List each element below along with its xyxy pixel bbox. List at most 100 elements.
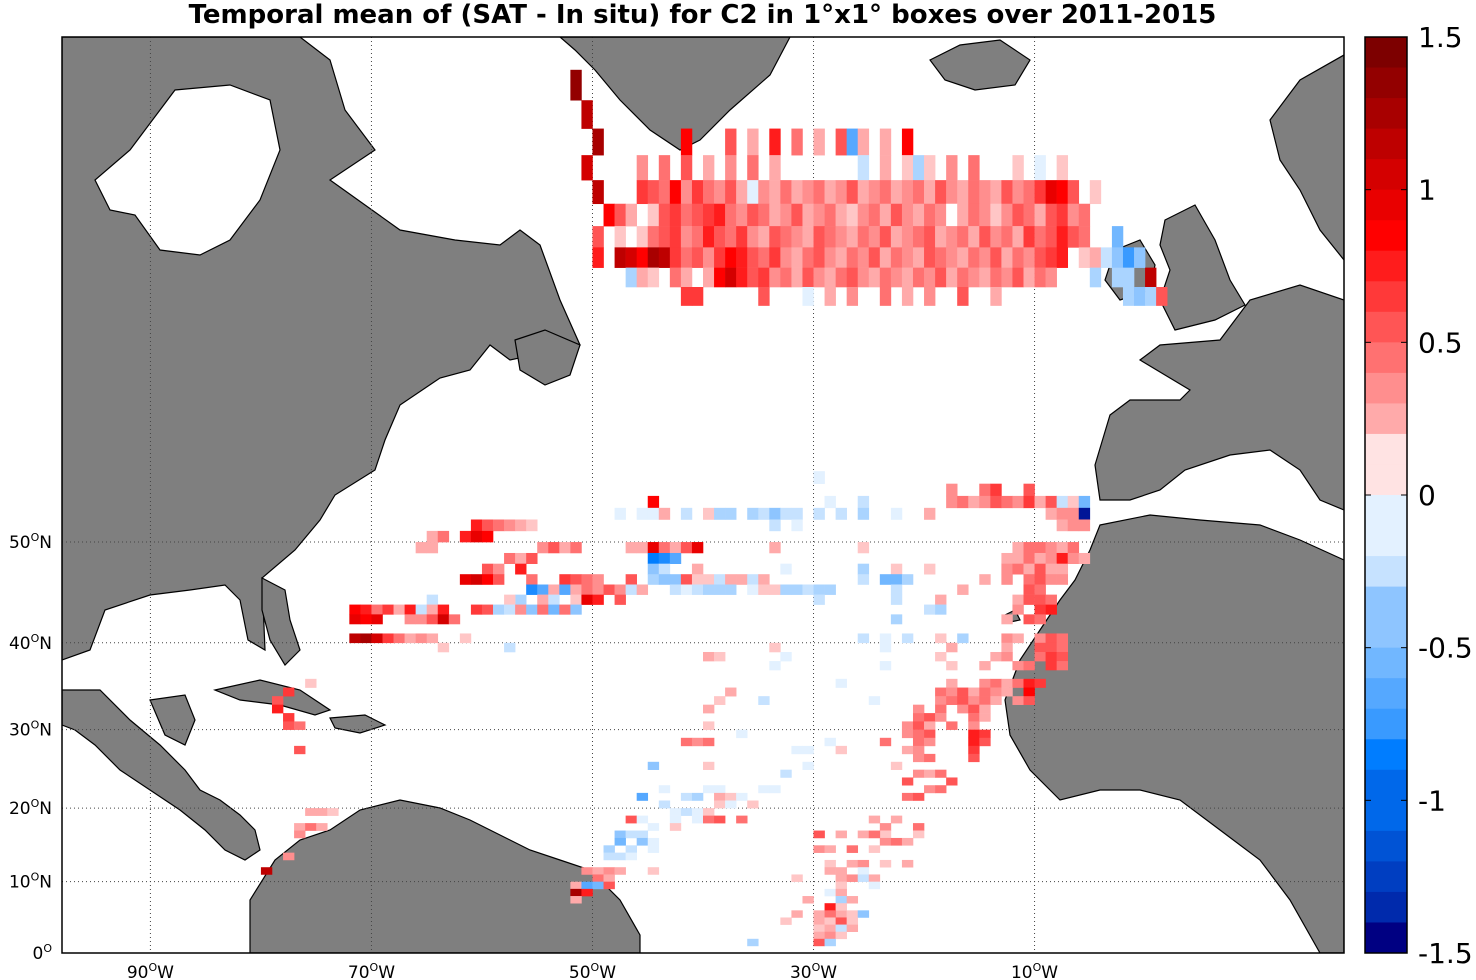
data-box xyxy=(769,226,781,248)
data-box xyxy=(868,180,881,205)
data-box xyxy=(658,203,671,227)
data-box xyxy=(327,808,339,816)
data-box xyxy=(669,203,682,227)
data-box xyxy=(1023,226,1035,248)
data-box xyxy=(802,896,814,904)
data-box xyxy=(769,584,781,595)
data-box xyxy=(924,247,936,268)
data-box xyxy=(1045,267,1057,288)
data-box xyxy=(603,867,615,875)
data-box xyxy=(1056,542,1069,554)
data-box xyxy=(470,574,483,585)
data-box xyxy=(1023,594,1035,605)
data-box xyxy=(625,203,637,227)
data-box xyxy=(1056,574,1069,585)
colorbar-swatch xyxy=(1365,647,1407,679)
map-title: Temporal mean of (SAT - In situ) for C2 … xyxy=(188,0,1217,30)
data-box xyxy=(979,696,991,705)
data-box xyxy=(714,247,726,268)
data-box xyxy=(658,155,671,181)
colorbar-swatch xyxy=(1365,189,1407,221)
data-box xyxy=(614,830,626,839)
colorbar-label: -0.5 xyxy=(1418,632,1473,665)
data-box xyxy=(680,247,693,268)
data-box xyxy=(504,594,516,605)
data-box xyxy=(990,180,1002,205)
data-box xyxy=(736,792,748,801)
data-box xyxy=(581,881,593,890)
data-box xyxy=(1001,226,1013,248)
data-box xyxy=(946,226,958,248)
data-box xyxy=(1056,563,1069,575)
data-box xyxy=(802,180,814,205)
data-box xyxy=(691,574,704,585)
data-box xyxy=(868,203,881,227)
data-box xyxy=(1067,519,1080,532)
data-box xyxy=(957,633,969,644)
data-box xyxy=(294,830,306,839)
data-box xyxy=(791,226,803,248)
data-box xyxy=(1023,563,1035,575)
data-box xyxy=(846,226,859,248)
data-box xyxy=(912,792,925,801)
data-box xyxy=(1012,661,1024,671)
data-box xyxy=(824,287,836,306)
data-box xyxy=(283,852,295,861)
lon-tick-label: 50OW xyxy=(569,961,616,980)
data-box xyxy=(647,552,660,564)
data-box xyxy=(725,507,737,520)
data-box xyxy=(481,519,494,532)
data-box xyxy=(1001,203,1013,227)
data-box xyxy=(1078,507,1091,520)
data-box xyxy=(946,247,958,268)
data-box xyxy=(758,507,770,520)
data-box xyxy=(1045,642,1057,653)
data-box xyxy=(1023,584,1035,595)
data-box xyxy=(271,696,284,705)
data-box xyxy=(437,604,450,615)
data-box xyxy=(1023,552,1035,564)
lon-tick-label: 30OW xyxy=(790,961,837,980)
data-box xyxy=(879,180,892,205)
data-box xyxy=(1001,247,1013,268)
data-box xyxy=(824,859,836,868)
data-box xyxy=(747,203,759,227)
lon-tick-label: 90OW xyxy=(127,961,174,980)
data-box xyxy=(1111,226,1124,248)
data-box xyxy=(636,792,649,801)
data-box xyxy=(1034,495,1046,509)
data-box xyxy=(614,226,626,248)
data-box xyxy=(924,729,936,739)
south-america-landmass xyxy=(249,799,641,953)
europe-landmass xyxy=(1094,284,1344,511)
data-box xyxy=(725,247,737,268)
data-box xyxy=(968,267,980,288)
data-box xyxy=(415,614,428,625)
data-box xyxy=(1045,542,1057,554)
data-box xyxy=(647,226,660,248)
data-box xyxy=(935,226,947,248)
data-box xyxy=(780,917,792,925)
data-box xyxy=(968,729,980,739)
data-box xyxy=(481,574,494,585)
data-box xyxy=(1134,287,1146,306)
data-box xyxy=(581,867,593,875)
data-box xyxy=(1001,614,1013,625)
data-box xyxy=(935,604,947,615)
data-box xyxy=(901,155,914,181)
data-box xyxy=(548,542,560,554)
colorbar-swatch xyxy=(1365,922,1407,954)
data-box xyxy=(747,938,759,947)
data-box xyxy=(703,507,715,520)
data-box xyxy=(835,745,847,755)
data-box xyxy=(846,203,859,227)
data-box xyxy=(1034,614,1046,625)
data-box xyxy=(691,203,704,227)
data-box xyxy=(758,785,770,794)
data-box xyxy=(879,859,892,868)
data-box xyxy=(570,584,582,595)
data-box xyxy=(824,584,836,595)
data-box xyxy=(426,530,439,543)
data-box xyxy=(879,633,892,644)
data-box xyxy=(901,721,914,730)
